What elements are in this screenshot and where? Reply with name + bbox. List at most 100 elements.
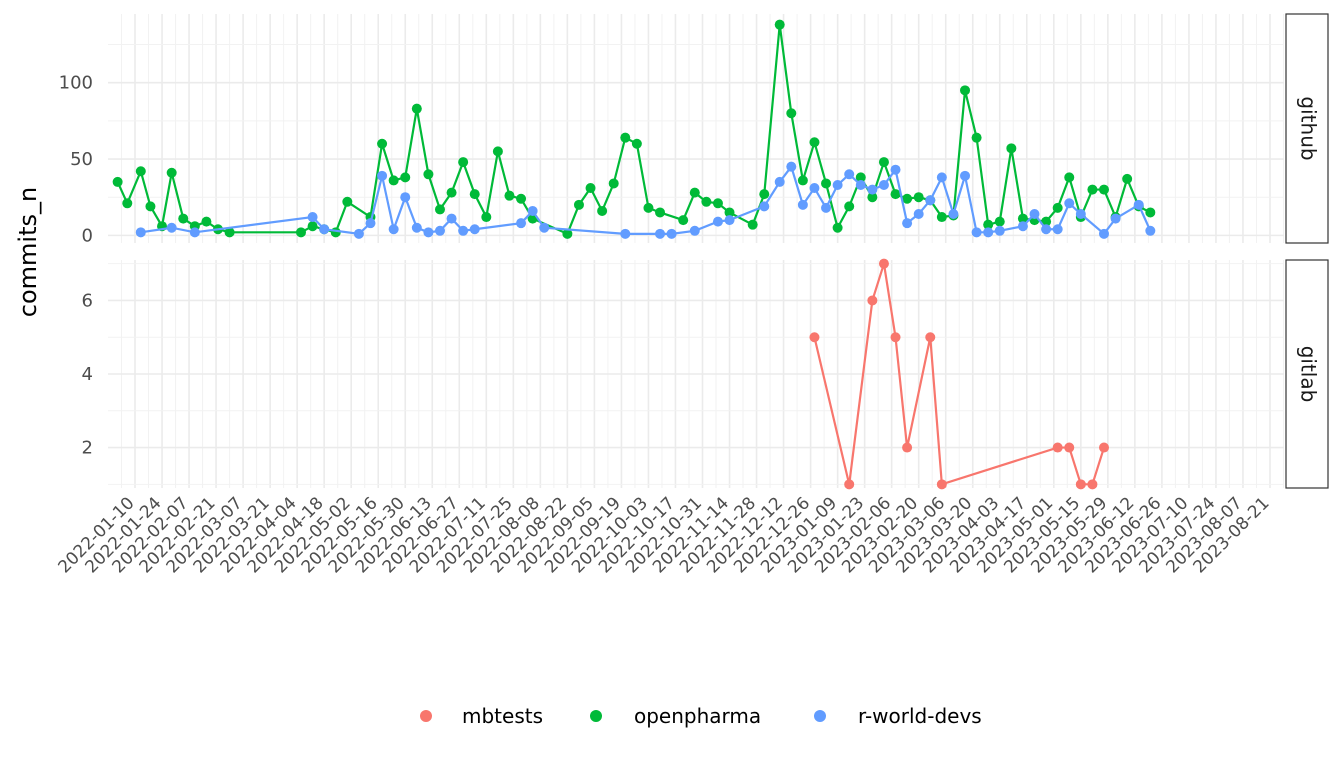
data-point-r-world-devs xyxy=(353,228,364,239)
data-point-r-world-devs xyxy=(1110,213,1121,224)
data-point-openpharma xyxy=(296,227,307,238)
data-point-r-world-devs xyxy=(166,222,177,233)
facet-strip-label: gitlab xyxy=(1297,346,1321,403)
data-point-openpharma xyxy=(434,204,445,215)
data-point-r-world-devs xyxy=(446,213,457,224)
data-point-openpharma xyxy=(400,172,411,183)
data-point-openpharma xyxy=(112,176,123,187)
data-point-openpharma xyxy=(701,196,712,207)
data-point-openpharma xyxy=(855,172,866,183)
data-point-openpharma xyxy=(178,213,189,224)
data-point-r-world-devs xyxy=(902,218,913,229)
facet-strip-github: github xyxy=(1285,13,1329,244)
data-point-openpharma xyxy=(890,189,901,200)
data-point-mbtests xyxy=(1064,442,1075,453)
data-point-mbtests xyxy=(844,479,855,490)
data-point-openpharma xyxy=(913,192,924,203)
data-point-openpharma xyxy=(821,178,832,189)
x-axis-tick-labels: 2022-01-102022-01-242022-02-072022-02-21… xyxy=(55,493,1274,577)
data-point-r-world-devs xyxy=(724,215,735,226)
data-point-openpharma xyxy=(620,132,631,143)
data-point-openpharma xyxy=(492,146,503,157)
facet-strip-label: github xyxy=(1297,96,1321,160)
data-point-r-world-devs xyxy=(821,202,832,213)
data-point-r-world-devs xyxy=(666,228,677,239)
data-point-r-world-devs xyxy=(458,225,469,236)
data-point-r-world-devs xyxy=(948,208,959,219)
data-point-r-world-devs xyxy=(469,224,480,235)
data-point-mbtests xyxy=(902,442,913,453)
data-point-mbtests xyxy=(809,332,820,343)
data-point-openpharma xyxy=(655,207,666,218)
data-point-r-world-devs xyxy=(307,212,318,223)
data-point-openpharma xyxy=(1087,184,1098,195)
facet-panels: 0 50 100 github 2 4 6 gitlab xyxy=(59,13,1329,490)
y-tick-label: 6 xyxy=(82,290,93,311)
data-point-openpharma xyxy=(504,190,515,201)
data-point-openpharma xyxy=(631,138,642,149)
data-point-r-world-devs xyxy=(890,164,901,175)
data-point-r-world-devs xyxy=(913,208,924,219)
data-point-r-world-devs xyxy=(759,201,770,212)
data-point-r-world-devs xyxy=(1029,208,1040,219)
data-point-r-world-devs xyxy=(377,170,388,181)
data-point-openpharma xyxy=(608,178,619,189)
data-point-r-world-devs xyxy=(867,184,878,195)
data-point-openpharma xyxy=(797,175,808,186)
data-point-openpharma xyxy=(724,207,735,218)
data-point-openpharma xyxy=(867,192,878,203)
data-point-mbtests xyxy=(867,295,878,306)
data-point-r-world-devs xyxy=(1017,221,1028,232)
data-point-r-world-devs xyxy=(689,225,700,236)
data-point-openpharma xyxy=(786,108,797,119)
data-point-openpharma xyxy=(342,196,353,207)
data-point-openpharma xyxy=(1017,213,1028,224)
data-point-openpharma xyxy=(122,198,133,209)
data-point-mbtests xyxy=(1052,442,1063,453)
data-point-r-world-devs xyxy=(423,227,434,238)
data-point-r-world-devs xyxy=(1145,225,1156,236)
data-point-openpharma xyxy=(201,216,212,227)
y-tick-label: 2 xyxy=(82,438,93,459)
data-point-openpharma xyxy=(411,103,422,114)
data-point-openpharma xyxy=(759,189,770,200)
data-point-openpharma xyxy=(377,138,388,149)
legend-key-r-world-devs xyxy=(814,710,826,722)
legend-key-openpharma xyxy=(590,710,602,722)
data-point-r-world-devs xyxy=(983,227,994,238)
data-point-mbtests xyxy=(1087,479,1098,490)
data-point-openpharma xyxy=(573,199,584,210)
data-point-openpharma xyxy=(145,201,156,212)
data-point-r-world-devs xyxy=(994,225,1005,236)
legend-item-openpharma: openpharma xyxy=(590,704,761,728)
data-point-r-world-devs xyxy=(411,222,422,233)
legend-label-mbtests: mbtests xyxy=(462,704,543,728)
data-point-r-world-devs xyxy=(1041,224,1052,235)
data-point-r-world-devs xyxy=(1098,228,1109,239)
data-point-openpharma xyxy=(562,228,573,239)
legend-item-mbtests: mbtests xyxy=(420,704,543,728)
data-point-openpharma xyxy=(712,198,723,209)
data-point-openpharma xyxy=(224,227,235,238)
data-point-openpharma xyxy=(809,137,820,148)
data-point-r-world-devs xyxy=(925,195,936,206)
data-point-mbtests xyxy=(890,332,901,343)
y-tick-label: 4 xyxy=(82,364,93,385)
facet-strip-box xyxy=(1285,13,1329,244)
data-point-openpharma xyxy=(597,205,608,216)
y-tick-label: 0 xyxy=(82,225,93,246)
data-point-r-world-devs xyxy=(1052,224,1063,235)
legend: mbtests openpharma r-world-devs xyxy=(420,704,982,728)
data-point-openpharma xyxy=(1041,216,1052,227)
y-axis-label: commits_n xyxy=(14,187,42,317)
data-point-openpharma xyxy=(1006,143,1017,154)
data-point-r-world-devs xyxy=(527,205,538,216)
data-point-r-world-devs xyxy=(774,176,785,187)
y-tick-label: 50 xyxy=(70,149,93,170)
data-point-openpharma xyxy=(994,216,1005,227)
data-point-r-world-devs xyxy=(809,183,820,194)
data-point-mbtests xyxy=(925,332,936,343)
data-point-openpharma xyxy=(971,132,982,143)
data-point-r-world-devs xyxy=(844,169,855,180)
